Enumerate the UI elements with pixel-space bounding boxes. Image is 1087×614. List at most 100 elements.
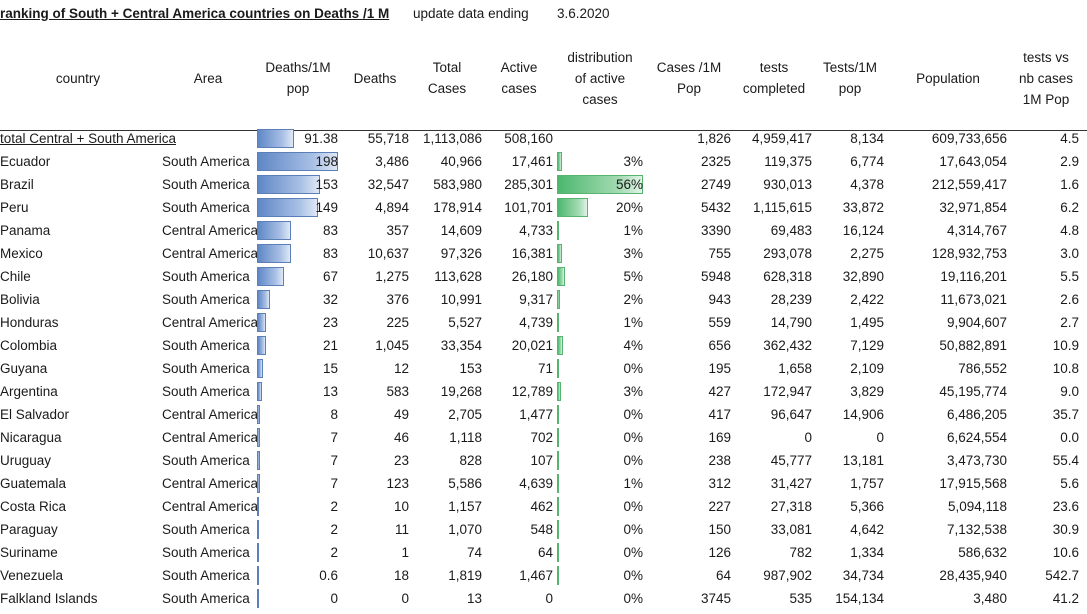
total-cases-cell: 5,527 bbox=[448, 315, 482, 330]
dist-cell: 5% bbox=[623, 269, 643, 284]
table-row: Uruguay South America 7 23 828 107 0% 238 45,777… bbox=[0, 449, 1087, 472]
cases-1m-cell: 3745 bbox=[700, 591, 731, 606]
cases-1m-cell: 755 bbox=[708, 246, 731, 261]
cases-1m-cell: 1,826 bbox=[697, 131, 731, 146]
active-distribution-bar bbox=[557, 175, 643, 194]
deaths-per-million-bar bbox=[257, 474, 260, 493]
tests-1m-cell: 1,495 bbox=[850, 315, 884, 330]
deaths-per-million-bar bbox=[257, 198, 318, 217]
deaths-per-million-bar bbox=[257, 359, 263, 378]
tests-1m-cell: 14,906 bbox=[842, 407, 884, 422]
country-cell: Bolivia bbox=[0, 292, 40, 307]
area-cell: South America bbox=[162, 200, 250, 215]
deaths-cell: 376 bbox=[386, 292, 409, 307]
population-cell: 6,624,554 bbox=[946, 430, 1007, 445]
active-distribution-bar bbox=[557, 290, 560, 309]
active-cell: 20,021 bbox=[511, 338, 553, 353]
tests-cell: 4,959,417 bbox=[751, 131, 812, 146]
active-cell: 4,739 bbox=[519, 315, 553, 330]
header-deaths-1m: Deaths/1M pop bbox=[238, 57, 358, 99]
header-line: tests vs bbox=[1023, 49, 1069, 65]
country-cell: Colombia bbox=[0, 338, 58, 353]
active-cell: 4,733 bbox=[519, 223, 553, 238]
cases-1m-cell: 312 bbox=[708, 476, 731, 491]
active-cell: 285,301 bbox=[504, 177, 553, 192]
cases-1m-cell: 5432 bbox=[700, 200, 731, 215]
header-tests: tests completed bbox=[714, 57, 834, 99]
deaths-cell: 1,045 bbox=[375, 338, 409, 353]
update-label: update data ending bbox=[413, 6, 529, 21]
cases-1m-cell: 943 bbox=[708, 292, 731, 307]
total-cases-cell: 828 bbox=[459, 453, 482, 468]
tests-vs-cell: 5.5 bbox=[1060, 269, 1079, 284]
area-cell: Central America bbox=[162, 246, 257, 261]
deaths-cell: 10,637 bbox=[367, 246, 409, 261]
deaths-1m-cell: 2 bbox=[330, 522, 338, 537]
deaths-1m-cell: 7 bbox=[330, 430, 338, 445]
deaths-1m-cell: 15 bbox=[322, 361, 338, 376]
total-cases-cell: 113,628 bbox=[434, 269, 482, 284]
tests-cell: 535 bbox=[789, 591, 812, 606]
tests-cell: 0 bbox=[804, 430, 812, 445]
tests-vs-cell: 9.0 bbox=[1060, 384, 1079, 399]
area-cell: Central America bbox=[162, 407, 257, 422]
header-divider bbox=[0, 130, 1087, 131]
tests-cell: 628,318 bbox=[763, 269, 812, 284]
header-line: completed bbox=[742, 81, 806, 96]
tests-vs-cell: 542.7 bbox=[1045, 568, 1079, 583]
header-line: Population bbox=[916, 70, 980, 86]
area-cell: South America bbox=[162, 338, 250, 353]
header-tests-vs: tests vs nb cases 1M Pop bbox=[986, 47, 1087, 110]
dist-cell: 0% bbox=[623, 591, 643, 606]
country-cell: Argentina bbox=[0, 384, 58, 399]
tests-1m-cell: 4,642 bbox=[850, 522, 884, 537]
tests-vs-cell: 23.6 bbox=[1052, 499, 1079, 514]
dist-cell: 1% bbox=[623, 315, 643, 330]
deaths-1m-cell: 198 bbox=[315, 154, 338, 169]
active-cell: 107 bbox=[530, 453, 553, 468]
cases-1m-cell: 559 bbox=[708, 315, 731, 330]
population-cell: 50,882,891 bbox=[939, 338, 1007, 353]
header-line: tests bbox=[759, 60, 789, 75]
active-cell: 702 bbox=[530, 430, 553, 445]
country-cell: Peru bbox=[0, 200, 29, 215]
country-cell: Falkland Islands bbox=[0, 591, 98, 606]
header-tests-1m: Tests/1M pop bbox=[790, 57, 910, 99]
country-cell: Venezuela bbox=[0, 568, 64, 583]
header-line: pop bbox=[286, 81, 310, 96]
area-cell: Central America bbox=[162, 223, 257, 238]
total-cases-cell: 19,268 bbox=[440, 384, 482, 399]
deaths-cell: 55,718 bbox=[367, 131, 409, 146]
active-distribution-bar bbox=[557, 221, 559, 240]
area-cell: Central America bbox=[162, 315, 257, 330]
active-cell: 548 bbox=[530, 522, 553, 537]
deaths-cell: 357 bbox=[386, 223, 409, 238]
table-row: El Salvador Central America 8 49 2,705 1,477 0… bbox=[0, 403, 1087, 426]
dist-cell: 0% bbox=[623, 568, 643, 583]
area-cell: Central America bbox=[162, 476, 257, 491]
tests-cell: 69,483 bbox=[770, 223, 812, 238]
total-cases-cell: 40,966 bbox=[440, 154, 482, 169]
header-line: of active bbox=[574, 70, 626, 86]
header-deaths: Deaths bbox=[315, 68, 435, 89]
tests-cell: 33,081 bbox=[770, 522, 812, 537]
population-cell: 32,971,854 bbox=[939, 200, 1007, 215]
total-cases-cell: 14,609 bbox=[440, 223, 482, 238]
total-cases-cell: 178,914 bbox=[433, 200, 482, 215]
country-cell: Panama bbox=[0, 223, 51, 238]
tests-vs-cell: 2.9 bbox=[1060, 154, 1079, 169]
dist-cell: 1% bbox=[623, 476, 643, 491]
tests-cell: 27,318 bbox=[770, 499, 812, 514]
dist-cell: 0% bbox=[623, 453, 643, 468]
dist-cell: 4% bbox=[623, 338, 643, 353]
total-cases-cell: 97,326 bbox=[440, 246, 482, 261]
deaths-per-million-bar bbox=[257, 405, 260, 424]
tests-1m-cell: 1,334 bbox=[850, 545, 884, 560]
tests-vs-cell: 4.8 bbox=[1060, 223, 1079, 238]
tests-cell: 45,777 bbox=[770, 453, 812, 468]
deaths-per-million-bar bbox=[257, 520, 259, 539]
dist-cell: 3% bbox=[623, 384, 643, 399]
area-cell: South America bbox=[162, 568, 250, 583]
active-distribution-bar bbox=[557, 474, 559, 493]
active-distribution-bar bbox=[557, 405, 559, 424]
